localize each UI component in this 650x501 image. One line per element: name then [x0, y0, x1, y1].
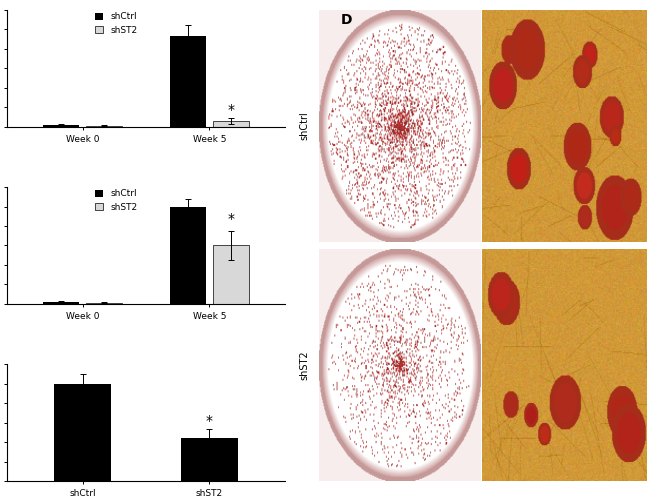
Bar: [44, 302, 79, 304]
Legend: shCtrl, shST2: shCtrl, shST2: [95, 189, 137, 212]
Bar: [213, 245, 249, 304]
Bar: [213, 121, 249, 127]
Bar: [54, 384, 111, 481]
Text: *: *: [206, 413, 213, 427]
Bar: [170, 36, 205, 127]
Text: *: *: [227, 103, 235, 117]
Text: shST2: shST2: [299, 350, 309, 380]
Text: *: *: [227, 212, 235, 226]
Bar: [86, 303, 122, 304]
Text: shCtrl: shCtrl: [299, 112, 309, 140]
Bar: [181, 438, 238, 481]
Legend: shCtrl, shST2: shCtrl, shST2: [95, 12, 137, 35]
Bar: [86, 126, 122, 127]
Bar: [44, 125, 79, 127]
Text: D: D: [341, 13, 353, 27]
Bar: [170, 206, 205, 304]
